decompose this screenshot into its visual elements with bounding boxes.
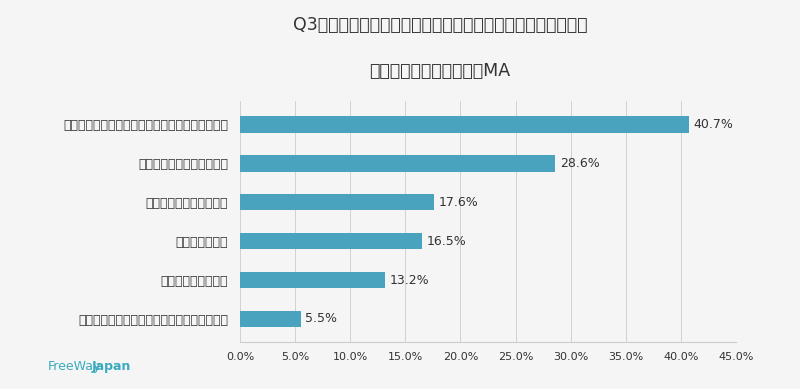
Text: Japan: Japan (92, 361, 131, 373)
Text: FreeWay: FreeWay (48, 361, 102, 373)
Text: 16.5%: 16.5% (426, 235, 466, 248)
Bar (240, 272, 386, 288)
Bar (240, 155, 555, 172)
Bar (240, 311, 301, 327)
Text: 28.6%: 28.6% (560, 157, 599, 170)
Text: Q3（今年の年末調整に向けて、普段の年末調整とは異なる）: Q3（今年の年末調整に向けて、普段の年末調整とは異なる） (293, 16, 587, 33)
Text: 13.2%: 13.2% (390, 273, 430, 287)
Bar (240, 233, 422, 249)
Text: 40.7%: 40.7% (693, 118, 733, 131)
Bar (240, 116, 689, 133)
Text: 5.5%: 5.5% (305, 312, 337, 326)
Bar (240, 194, 434, 210)
Text: 17.6%: 17.6% (438, 196, 478, 209)
Text: 何を準備していますか？MA: 何を準備していますか？MA (370, 62, 510, 80)
